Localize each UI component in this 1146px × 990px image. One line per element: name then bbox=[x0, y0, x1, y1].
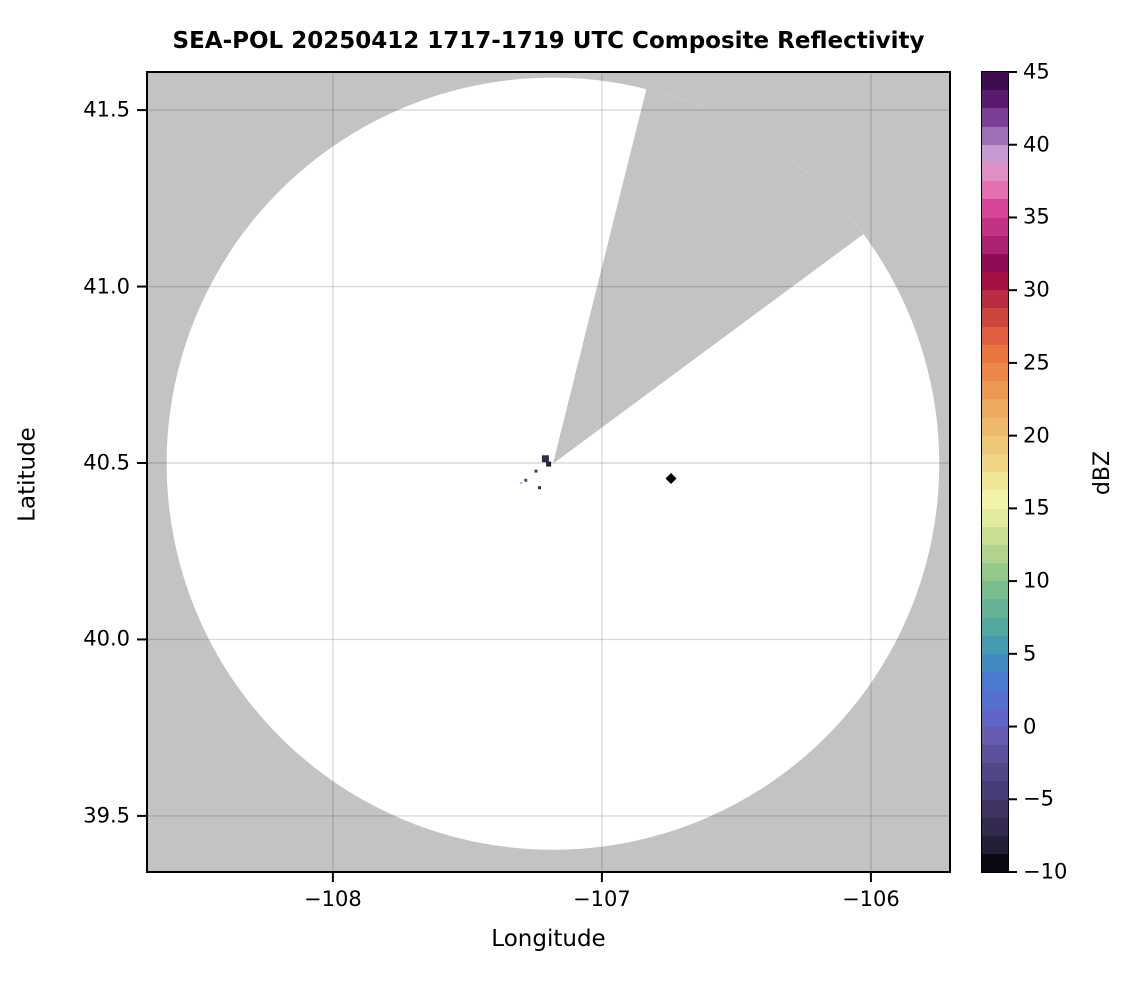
colorbar-tick-label: 0 bbox=[1023, 714, 1037, 739]
colorbar-tick-label: 5 bbox=[1023, 641, 1037, 666]
colorbar-band bbox=[982, 472, 1008, 491]
reflectivity-echo bbox=[537, 486, 541, 490]
colorbar-band bbox=[982, 708, 1008, 727]
colorbar-band bbox=[982, 854, 1008, 873]
colorbar-band bbox=[982, 763, 1008, 782]
colorbar-label: dBZ bbox=[1090, 450, 1115, 496]
colorbar-band bbox=[982, 799, 1008, 818]
chart-title: SEA-POL 20250412 1717-1719 UTC Composite… bbox=[172, 28, 925, 54]
colorbar-band bbox=[982, 635, 1008, 654]
colorbar-tick-label: 25 bbox=[1023, 350, 1050, 375]
colorbar-band bbox=[982, 690, 1008, 709]
colorbar-band bbox=[982, 417, 1008, 436]
colorbar-band bbox=[982, 399, 1008, 418]
colorbar-band bbox=[982, 654, 1008, 673]
colorbar-band bbox=[982, 235, 1008, 254]
reflectivity-echo bbox=[520, 482, 523, 485]
reflectivity-echo bbox=[534, 469, 538, 473]
y-tick-label: 39.5 bbox=[83, 803, 130, 828]
colorbar-band bbox=[982, 162, 1008, 182]
colorbar-band bbox=[982, 308, 1008, 327]
colorbar-band bbox=[982, 781, 1008, 800]
reflectivity-echo bbox=[541, 455, 549, 463]
y-tick-label: 41.0 bbox=[83, 274, 130, 299]
colorbar-band bbox=[982, 199, 1008, 218]
colorbar-band bbox=[982, 290, 1008, 309]
colorbar-band bbox=[982, 835, 1008, 855]
colorbar-band bbox=[982, 508, 1008, 527]
site-marker-diamond bbox=[665, 473, 677, 485]
colorbar-band bbox=[982, 744, 1008, 764]
colorbar-band bbox=[982, 326, 1008, 345]
colorbar-band bbox=[982, 363, 1008, 382]
colorbar-band bbox=[982, 581, 1008, 600]
y-tick-label: 40.0 bbox=[83, 626, 130, 651]
colorbar-tick-label: 30 bbox=[1023, 277, 1050, 302]
colorbar-band bbox=[982, 453, 1008, 473]
y-tick-label: 41.5 bbox=[83, 97, 130, 122]
colorbar-tick-label: 20 bbox=[1023, 423, 1050, 448]
x-tick-label: −108 bbox=[304, 887, 362, 911]
colorbar-band bbox=[982, 181, 1008, 200]
colorbar-tick-label: 15 bbox=[1023, 495, 1050, 520]
colorbar-band bbox=[982, 672, 1008, 691]
colorbar bbox=[981, 71, 1009, 873]
colorbar-band bbox=[982, 126, 1008, 145]
reflectivity-echo bbox=[524, 478, 528, 482]
colorbar-band bbox=[982, 344, 1008, 363]
colorbar-band bbox=[982, 253, 1008, 273]
colorbar-tick-label: 10 bbox=[1023, 568, 1050, 593]
reflectivity-echo bbox=[546, 461, 552, 467]
colorbar-band bbox=[982, 544, 1008, 564]
colorbar-band bbox=[982, 490, 1008, 509]
colorbar-band bbox=[982, 526, 1008, 545]
colorbar-tick-label: −10 bbox=[1023, 859, 1068, 884]
colorbar-band bbox=[982, 817, 1008, 836]
y-tick-label: 40.5 bbox=[83, 450, 130, 475]
colorbar-band bbox=[982, 217, 1008, 236]
colorbar-band bbox=[982, 726, 1008, 745]
colorbar-band bbox=[982, 617, 1008, 636]
colorbar-tick-label: 40 bbox=[1023, 132, 1050, 157]
colorbar-band bbox=[982, 599, 1008, 618]
plot-border bbox=[146, 71, 951, 873]
colorbar-band bbox=[982, 435, 1008, 454]
colorbar-tick-label: −5 bbox=[1023, 786, 1054, 811]
y-axis-label: Latitude bbox=[14, 427, 41, 522]
x-axis-label: Longitude bbox=[491, 926, 606, 952]
blocked-sector-wedge bbox=[552, 89, 864, 464]
colorbar-tick-label: 45 bbox=[1023, 59, 1050, 84]
colorbar-band bbox=[982, 90, 1008, 109]
colorbar-band bbox=[982, 144, 1008, 163]
x-tick-label: −107 bbox=[573, 887, 631, 911]
colorbar-band bbox=[982, 272, 1008, 291]
colorbar-band bbox=[982, 563, 1008, 582]
colorbar-band bbox=[982, 381, 1008, 400]
colorbar-tick-label: 35 bbox=[1023, 204, 1050, 229]
colorbar-band bbox=[982, 108, 1008, 127]
colorbar-band bbox=[982, 72, 1008, 91]
x-tick-label: −106 bbox=[842, 887, 900, 911]
